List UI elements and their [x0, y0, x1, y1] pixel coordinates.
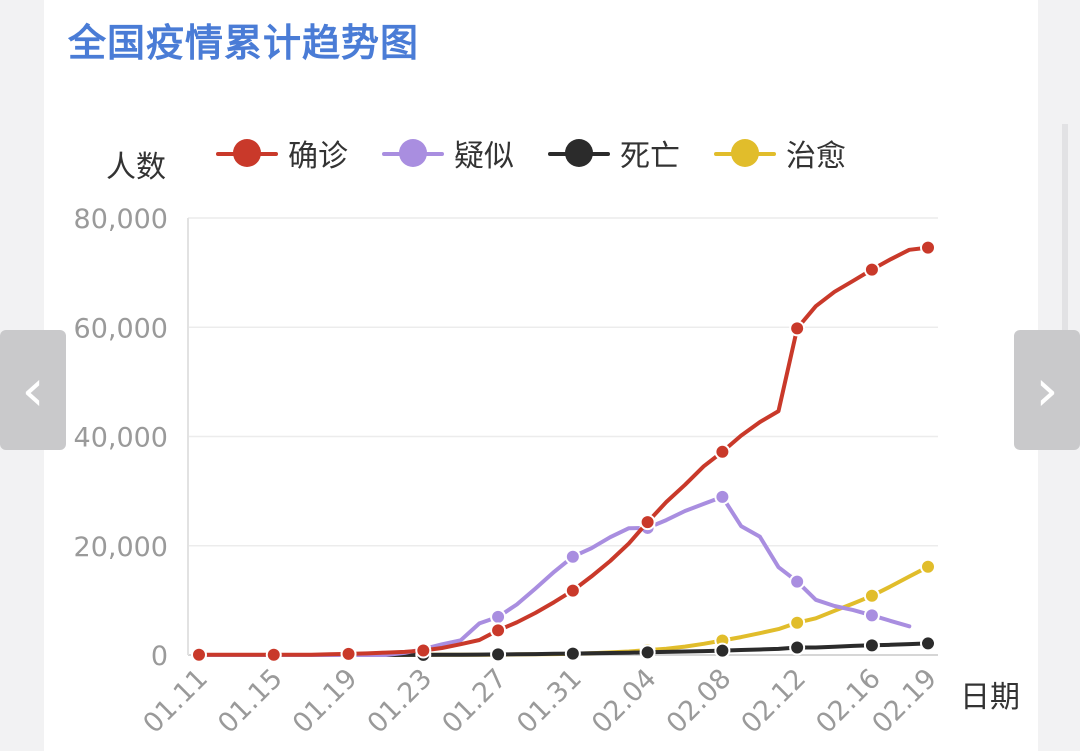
data-point [863, 261, 880, 278]
legend-label-confirmed: 确诊 [288, 139, 348, 174]
data-point [789, 320, 806, 337]
x-tick-label: 02.04 [586, 663, 663, 740]
data-point [789, 614, 806, 631]
legend-label-deaths: 死亡 [620, 139, 680, 174]
data-point [789, 639, 806, 656]
x-axis-label: 日期 [960, 680, 1020, 715]
data-point [490, 608, 507, 625]
legend-label-suspected: 疑似 [454, 139, 514, 174]
chart-legend: 确诊 疑似 死亡 治愈 [216, 130, 880, 176]
x-tick-label: 01.19 [287, 663, 364, 740]
y-tick-label: 80,000 [74, 204, 168, 235]
y-tick-label: 60,000 [74, 313, 168, 344]
data-point [564, 582, 581, 599]
data-point [265, 646, 282, 663]
y-tick-label: 20,000 [74, 532, 168, 563]
legend-swatch-deaths [548, 138, 610, 168]
data-point [714, 443, 731, 460]
data-point [789, 573, 806, 590]
data-point [639, 514, 656, 531]
x-tick-label: 01.11 [137, 663, 214, 740]
data-point [415, 642, 432, 659]
data-point [863, 587, 880, 604]
data-point [639, 644, 656, 661]
data-point [490, 622, 507, 639]
chevron-left-icon: ‹ [21, 356, 45, 424]
x-tick-label: 02.12 [736, 663, 813, 740]
series-line [197, 245, 930, 657]
legend-swatch-cured [714, 138, 776, 168]
data-point [920, 239, 936, 256]
next-arrow-button[interactable]: › [1014, 330, 1080, 450]
data-point [863, 637, 880, 654]
chart-card [44, 0, 1038, 751]
legend-item-suspected[interactable]: 疑似 [382, 131, 514, 175]
data-point [490, 646, 507, 663]
y-axis-label: 人数 [106, 150, 166, 185]
legend-swatch-suspected [382, 138, 444, 168]
x-tick-label: 02.19 [866, 663, 943, 740]
scroll-indicator [1062, 124, 1068, 344]
data-point [564, 548, 581, 565]
data-point [714, 488, 731, 505]
chevron-right-icon: › [1035, 356, 1059, 424]
data-point [714, 642, 731, 659]
legend-swatch-confirmed [216, 138, 278, 168]
y-tick-label: 40,000 [74, 423, 168, 454]
data-point [863, 607, 880, 624]
data-point [340, 645, 357, 662]
x-tick-label: 01.31 [511, 663, 588, 740]
data-point [564, 645, 581, 662]
x-tick-label: 01.15 [212, 663, 289, 740]
legend-label-cured: 治愈 [786, 139, 846, 174]
data-point [920, 635, 936, 652]
data-point [191, 646, 207, 663]
chart-title: 全国疫情累计趋势图 [68, 21, 420, 65]
legend-item-cured[interactable]: 治愈 [714, 131, 846, 175]
x-tick-label: 01.27 [436, 663, 513, 740]
series-line [197, 564, 930, 657]
legend-item-confirmed[interactable]: 确诊 [216, 131, 348, 175]
data-point [920, 558, 936, 575]
legend-item-deaths[interactable]: 死亡 [548, 131, 680, 175]
prev-arrow-button[interactable]: ‹ [0, 330, 66, 450]
x-tick-label: 02.16 [810, 663, 887, 740]
y-tick-label: 0 [151, 641, 168, 672]
x-tick-label: 01.23 [362, 663, 439, 740]
x-tick-label: 02.08 [661, 663, 738, 740]
